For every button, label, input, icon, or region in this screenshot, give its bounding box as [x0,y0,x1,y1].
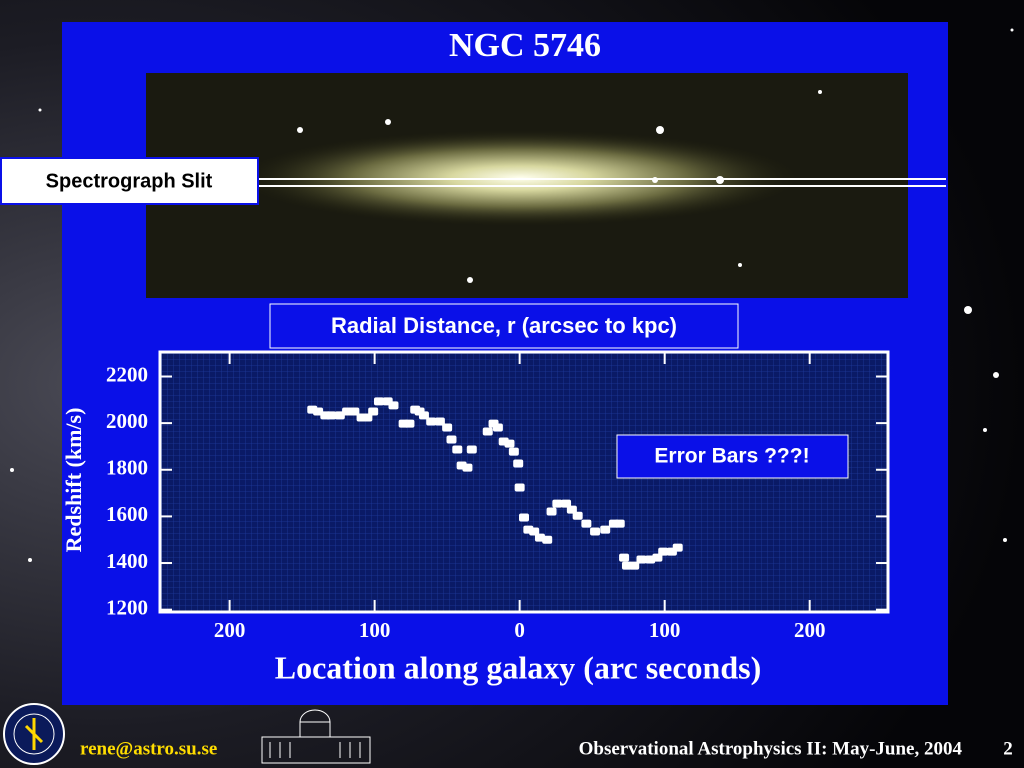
y-tick-label: 2000 [106,409,148,433]
data-point [519,513,529,522]
data-point [513,459,524,468]
data-point [504,439,515,448]
x-tick-label: 200 [214,618,246,642]
y-tick-label: 1400 [106,549,148,573]
university-logo [3,703,65,765]
data-point [619,553,630,562]
data-point [388,401,399,410]
data-point [566,505,577,514]
y-tick-label: 1200 [106,595,148,619]
data-point [466,445,477,454]
data-point [561,499,572,508]
data-point [362,413,373,422]
data-point [508,447,519,456]
data-point [542,535,553,544]
data-point [404,419,415,428]
data-point [658,547,669,556]
data-point [452,445,463,454]
x-tick-label: 100 [649,618,681,642]
x-tick-label: 100 [359,618,391,642]
slit-label: Spectrograph Slit [46,170,213,192]
data-point [349,407,360,416]
data-point [652,553,663,562]
data-point [446,435,457,444]
x-axis-label: Location along galaxy (arc seconds) [275,649,762,685]
footer-course: Observational Astrophysics II: May-June,… [579,738,963,759]
y-tick-label: 1600 [106,502,148,526]
data-point [672,543,683,552]
data-point [326,411,337,420]
y-tick-label: 2200 [106,362,148,386]
data-point [590,527,601,536]
data-point [581,519,592,528]
observatory-logo [261,709,371,764]
slit-label-box [0,157,259,205]
data-point [434,417,445,426]
plot: 1200 1400 1600 1800 2000 2200 200 100 0 100 200 Loc… [61,350,890,685]
data-point [492,423,503,432]
annotation: Error Bars ???! [654,445,809,468]
radial-label: Radial Distance, r (arcsec to kpc) [331,313,677,338]
slit-lines [258,178,946,187]
data-point [442,423,453,432]
y-axis-label: Redshift (km/s) [61,408,86,553]
x-tick-label: 200 [794,618,826,642]
annotation-box [616,434,849,479]
plot-area [158,350,890,614]
y-tick-label: 1800 [106,456,148,480]
data-point [629,561,640,570]
footer-email: rene@astro.su.se [80,738,217,759]
data-point [514,483,525,492]
data-point [546,507,557,516]
stars [10,28,1014,562]
radial-label-box [269,303,739,349]
x-tick-label: 0 [514,618,525,642]
data-point [636,555,647,564]
slide-title: NGC 5746 [449,27,601,64]
data-point [426,417,437,426]
data-point [482,427,493,436]
data-point [418,411,429,420]
data-point [600,525,611,534]
data-point [368,407,379,416]
data-point [529,527,540,536]
data-point [552,499,563,508]
data-point [614,519,625,528]
data-point [462,463,473,472]
data-point [572,511,583,520]
footer-page: 2 [1003,738,1013,759]
data-point [373,397,384,406]
